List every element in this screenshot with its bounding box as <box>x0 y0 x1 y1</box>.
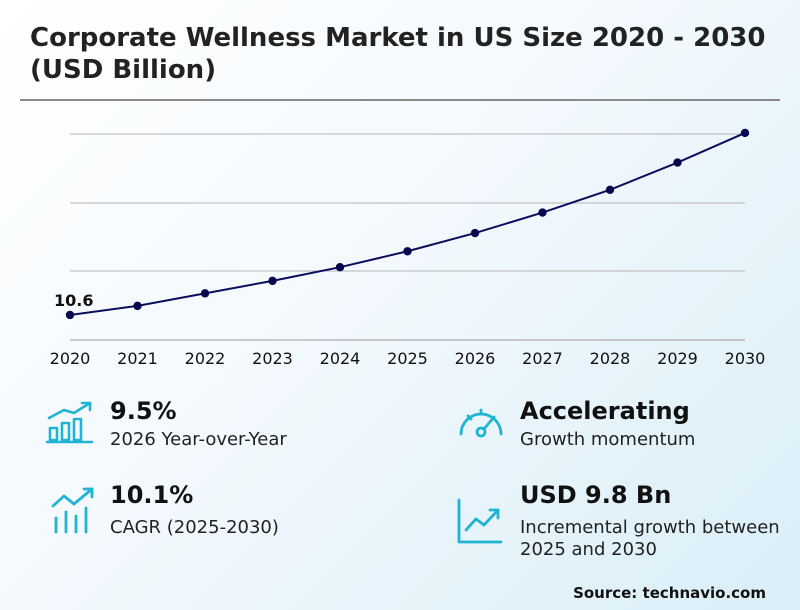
data-point-2021 <box>133 301 142 311</box>
data-label-2020: 10.6 <box>54 291 93 310</box>
data-point-2030 <box>740 128 750 138</box>
x-tick-label-2025: 2025 <box>387 349 428 368</box>
line-chart: 2020 2021 2022 2023 2024 2025 2026 2027 2028 2029… <box>50 128 766 368</box>
trend-bars-icon <box>51 487 94 534</box>
title-divider <box>20 99 780 101</box>
stat-incremental-value: USD 9.8 Bn <box>520 481 672 509</box>
stat-cagr-value: 10.1% <box>110 481 194 509</box>
stat-momentum-label: Growth momentum <box>520 429 696 450</box>
data-point-2022 <box>200 289 210 298</box>
data-point-2023 <box>268 276 277 286</box>
x-tick-label-2023: 2023 <box>252 349 293 368</box>
data-point-2028 <box>605 185 615 195</box>
stat-yoy-value: 9.5% <box>110 397 177 425</box>
bar-chart-growth-icon <box>46 401 94 444</box>
stat-momentum-value: Accelerating <box>520 397 690 425</box>
x-tick-label-2028: 2028 <box>590 349 631 368</box>
stat-yoy-label: 2026 Year-over-Year <box>110 429 287 450</box>
series-line <box>69 132 746 316</box>
speedometer-icon <box>459 408 503 438</box>
stat-cagr-label: CAGR (2025-2030) <box>110 517 279 538</box>
x-tick-label-2027: 2027 <box>522 349 563 368</box>
x-tick-label-2021: 2021 <box>117 349 158 368</box>
chart-title: Corporate Wellness Market in US Size 202… <box>30 23 766 85</box>
x-tick-label-2022: 2022 <box>185 349 226 368</box>
data-point-2026 <box>470 228 480 238</box>
data-point-2024 <box>335 262 345 272</box>
data-point-2025 <box>403 247 412 256</box>
x-tick-label-2024: 2024 <box>320 349 361 368</box>
x-tick-label-2020: 2020 <box>50 349 91 368</box>
x-tick-label-2026: 2026 <box>455 349 496 368</box>
data-point-2029 <box>673 158 682 167</box>
line-chart-growth-icon <box>457 498 503 544</box>
data-point-2027 <box>538 208 547 217</box>
x-tick-label-2030: 2030 <box>725 349 766 368</box>
data-point-2020 <box>65 310 75 320</box>
source-credit: Source: technavio.com <box>573 584 766 602</box>
stat-incremental-label: Incremental growth between 2025 and 2030 <box>520 517 780 560</box>
x-tick-label-2029: 2029 <box>657 349 698 368</box>
